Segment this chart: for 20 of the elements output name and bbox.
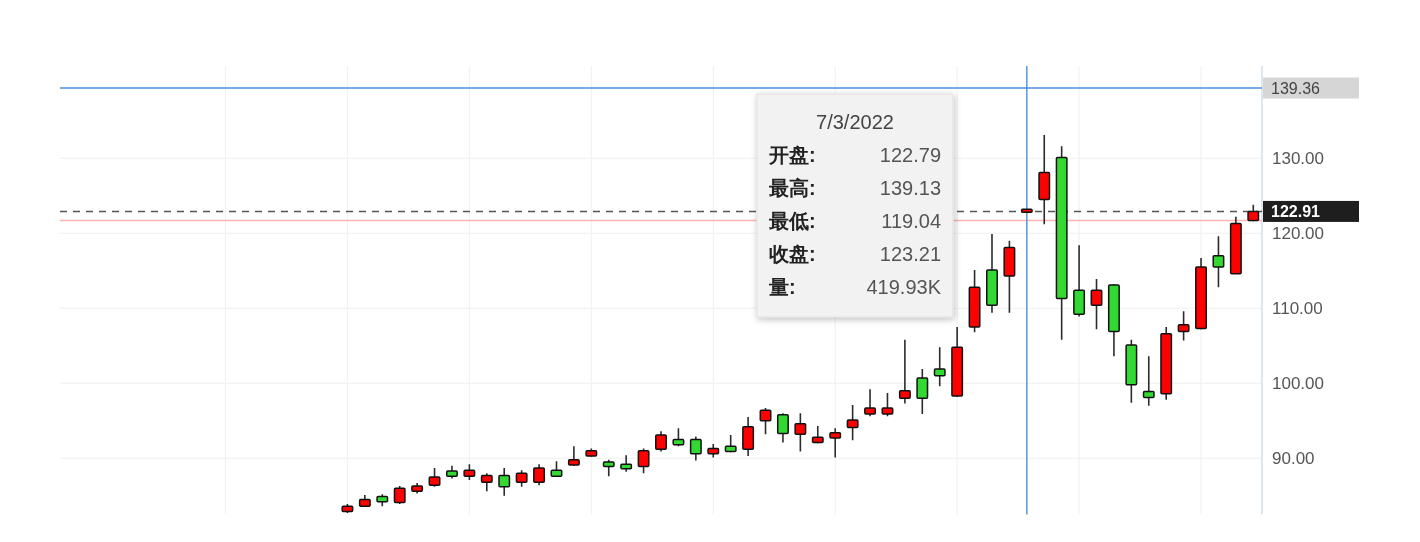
annotation: 123.21 [879, 243, 941, 265]
y-tick-label: 130.00 [1272, 148, 1324, 168]
ref-line-label: 139.36 [1263, 77, 1359, 99]
y-tick-label: 110.00 [1272, 298, 1323, 318]
y-tick-label: 120.00 [1272, 223, 1324, 243]
annotation: 119.04 [881, 210, 941, 232]
ref-line-label: 122.91 [1271, 202, 1321, 220]
y-tick-label: 90.00 [1272, 448, 1315, 468]
ref-line-label: 139.36 [1271, 79, 1321, 97]
annotation: 开盘: [769, 144, 816, 166]
annotation: 最低: [769, 210, 816, 232]
annotation: 419.93K [866, 276, 941, 298]
annotation: 收盘: [769, 243, 816, 265]
annotation: 7/3/2022 [816, 111, 894, 133]
annotation: 量: [769, 276, 796, 298]
ref-line-label: 122.91 [1263, 200, 1359, 222]
annotation: 最高: [769, 177, 816, 199]
y-tick-label: 100.00 [1272, 373, 1324, 393]
annotation: 122.79 [879, 144, 941, 166]
annotation: 139.13 [879, 177, 941, 199]
